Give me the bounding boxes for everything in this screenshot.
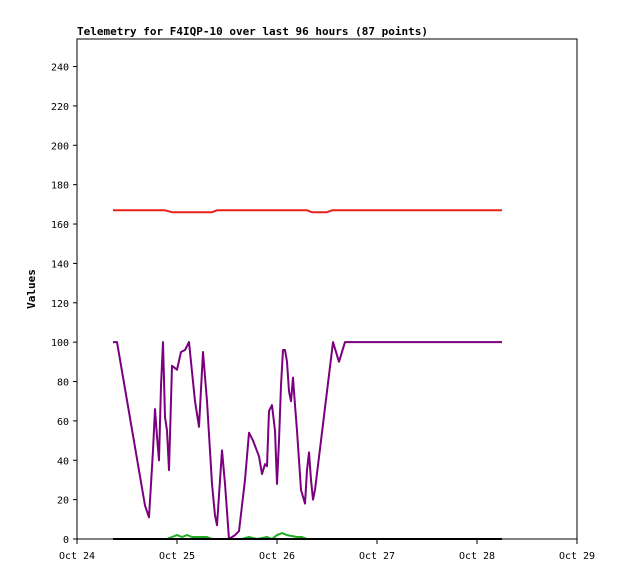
- x-tick-label: Oct 28: [459, 551, 495, 562]
- y-tick-label: 120: [51, 299, 69, 310]
- x-axis: Oct 24 Oct 25 Oct 26 Oct 27 Oct 28 Oct 29: [59, 539, 595, 562]
- y-tick-label: 200: [51, 141, 69, 152]
- y-tick-label: 0: [63, 535, 69, 546]
- y-tick-label: 20: [57, 496, 69, 507]
- y-axis-label: Values: [25, 269, 38, 309]
- series-line-2: [113, 532, 502, 540]
- x-tick-label: Oct 27: [359, 551, 395, 562]
- y-tick-label: 60: [57, 417, 69, 428]
- x-tick-label: Oct 24: [59, 551, 95, 562]
- chart-title: Telemetry for F4IQP-10 over last 96 hour…: [77, 25, 428, 38]
- plot-frame: [76, 38, 578, 540]
- x-tick-label: Oct 29: [559, 551, 595, 562]
- series-group: [113, 209, 502, 540]
- y-tick-label: 240: [51, 63, 69, 74]
- x-tick-label: Oct 25: [159, 551, 195, 562]
- y-tick-label: 220: [51, 102, 69, 113]
- series-line-1: [113, 341, 502, 540]
- y-tick-label: 180: [51, 181, 69, 192]
- x-tick-label: Oct 26: [259, 551, 295, 562]
- y-tick-label: 40: [57, 456, 69, 467]
- y-tick-label: 100: [51, 338, 69, 349]
- series-line-0: [113, 209, 502, 214]
- y-axis: 0 20 40 60 80 100 120 140 160 180 200 220 240: [51, 63, 77, 546]
- y-tick-label: 140: [51, 259, 69, 270]
- y-tick-label: 160: [51, 220, 69, 231]
- y-tick-label: 80: [57, 378, 69, 389]
